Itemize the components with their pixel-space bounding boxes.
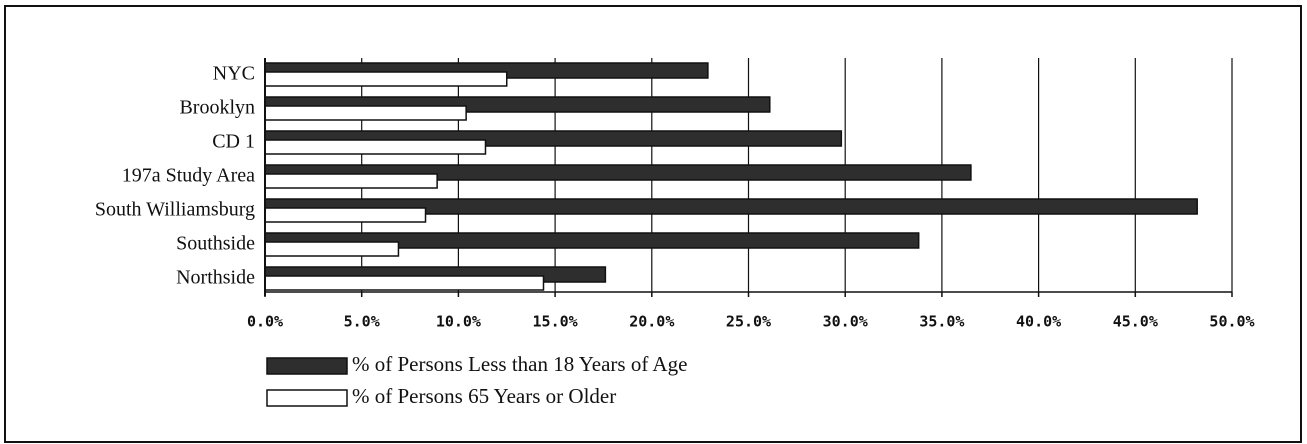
bar <box>264 241 400 257</box>
y-tick-label: Brooklyn <box>179 97 255 119</box>
bar <box>264 275 545 291</box>
y-tick-label: Southside <box>176 233 255 255</box>
bar <box>264 207 427 223</box>
legend-label: % of Persons Less than 18 Years of Age <box>352 352 687 376</box>
x-tick-label: 35.0% <box>919 313 964 331</box>
x-tick-label: 30.0% <box>823 313 868 331</box>
bar <box>264 139 487 155</box>
legend-label: % of Persons 65 Years or Older <box>352 384 616 408</box>
bar <box>264 71 508 87</box>
x-tick-label: 5.0% <box>344 313 380 331</box>
x-tick-label: 20.0% <box>629 313 674 331</box>
y-tick-label: South Williamsburg <box>95 199 255 221</box>
bar <box>264 105 467 121</box>
x-tick-label: 25.0% <box>726 313 771 331</box>
x-tick-label: 15.0% <box>533 313 578 331</box>
legend-swatch <box>266 389 348 407</box>
y-tick-label: NYC <box>213 63 255 85</box>
x-tick-label: 40.0% <box>1016 313 1061 331</box>
x-tick-label: 45.0% <box>1113 313 1158 331</box>
y-tick-label: 197a Study Area <box>122 165 255 187</box>
legend-swatch <box>266 357 348 375</box>
bar <box>264 173 438 189</box>
y-tick-label: Northside <box>176 267 255 289</box>
x-tick-label: 0.0% <box>247 313 283 331</box>
x-tick-label: 50.0% <box>1209 313 1254 331</box>
x-tick-label: 10.0% <box>436 313 481 331</box>
y-tick-label: CD 1 <box>212 131 255 153</box>
